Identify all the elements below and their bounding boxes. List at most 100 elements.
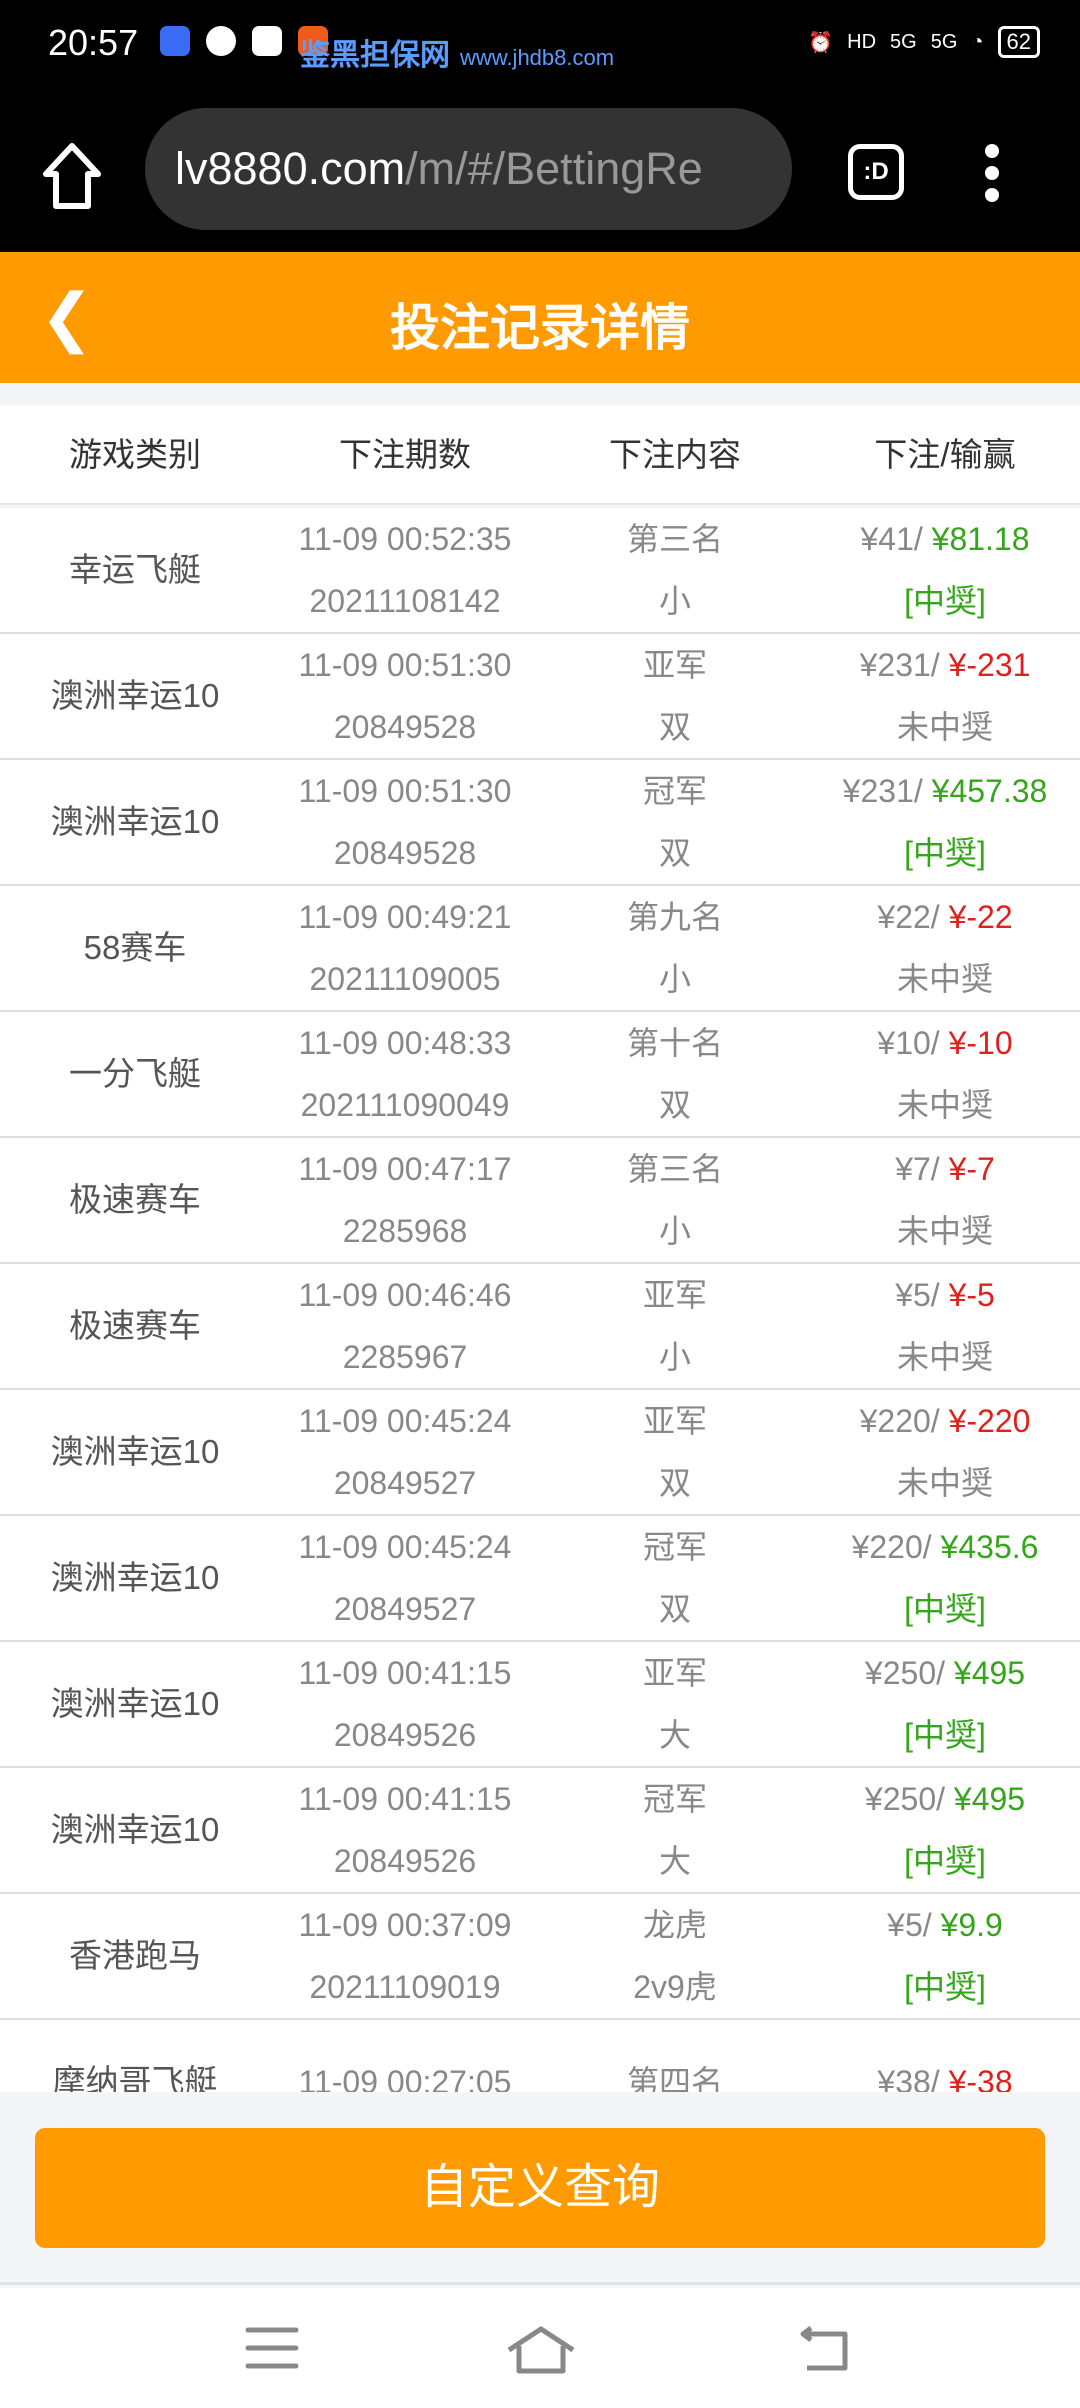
win-loss-amount: ¥495	[953, 1781, 1026, 1817]
home-icon[interactable]	[40, 140, 104, 212]
game-cell: 一分飞艇	[0, 1012, 270, 1136]
period-number: 20211109019	[309, 1969, 501, 2005]
game-name: 香港跑马	[69, 1937, 201, 1974]
table-row[interactable]: 摩纳哥飞艇 11-09 00:27:05 第四名 ¥38/ ¥-38	[0, 2020, 1080, 2092]
table-row[interactable]: 幸运飞艇 11-09 00:52:35 20211108142 第三名小 ¥41/…	[0, 508, 1080, 634]
win-status: 未中奨	[896, 1087, 993, 1123]
bet-position: 亚军	[642, 1403, 707, 1439]
back-nav-icon[interactable]	[795, 2326, 851, 2377]
game-cell: 澳洲幸运10	[0, 1768, 270, 1892]
table-row[interactable]: 澳洲幸运10 11-09 00:45:24 20849527 亚军双 ¥220/ …	[0, 1390, 1080, 1516]
content-cell: 第十名双	[540, 1012, 810, 1136]
bet-position: 冠军	[642, 1529, 707, 1565]
column-header: 下注期数	[339, 436, 471, 473]
table-row[interactable]: 澳洲幸运10 11-09 00:41:15 20849526 冠军大 ¥250/ …	[0, 1768, 1080, 1894]
period-cell: 11-09 00:48:33 202111090049	[270, 1012, 540, 1136]
back-icon[interactable]: ❮	[40, 281, 94, 353]
bet-time: 11-09 00:48:33	[298, 1025, 512, 1061]
amount-cell: ¥231/ ¥-231 未中奨	[810, 634, 1080, 758]
bet-position: 第九名	[626, 899, 723, 935]
bet-option: 双	[658, 1591, 691, 1627]
notification-icons	[160, 26, 328, 56]
message-icon	[206, 26, 236, 56]
page-title: 投注记录详情	[390, 300, 690, 356]
stake-amount: ¥250/	[864, 1655, 954, 1691]
table-row[interactable]: 澳洲幸运10 11-09 00:51:30 20849528 冠军双 ¥231/ …	[0, 760, 1080, 886]
amount-cell: ¥10/ ¥-10 未中奨	[810, 1012, 1080, 1136]
win-loss-amount: ¥-220	[948, 1403, 1031, 1439]
amount-cell: ¥38/ ¥-38	[810, 2020, 1080, 2092]
bet-time: 11-09 00:37:09	[298, 1907, 512, 1943]
system-nav-bar	[0, 2288, 1080, 2408]
content-cell: 龙虎 2v9虎	[540, 1894, 810, 2018]
content-cell: 第九名小	[540, 886, 810, 1010]
home-nav-icon[interactable]	[505, 2326, 577, 2379]
bet-position: 亚军	[642, 1655, 707, 1691]
bet-option: 大	[658, 1717, 691, 1753]
table-row[interactable]: 58赛车 11-09 00:49:21 20211109005 第九名小 ¥22/…	[0, 886, 1080, 1012]
game-cell: 澳洲幸运10	[0, 634, 270, 758]
browser-toolbar: lv8880.com/m/#/BettingRe :D	[0, 100, 1080, 252]
table-row[interactable]: 一分飞艇 11-09 00:48:33 202111090049 第十名双 ¥10…	[0, 1012, 1080, 1138]
game-name: 58赛车	[83, 929, 187, 966]
win-status: 未中奨	[896, 961, 993, 997]
amount-cell: ¥231/ ¥457.38 [中奨]	[810, 760, 1080, 884]
bet-time: 11-09 00:51:30	[298, 647, 512, 683]
bet-option: 小	[658, 1213, 691, 1249]
win-status: [中奨]	[904, 583, 986, 619]
win-loss-amount: ¥495	[953, 1655, 1026, 1691]
period-cell: 11-09 00:41:15 20849526	[270, 1768, 540, 1892]
table-row[interactable]: 香港跑马 11-09 00:37:09 20211109019 龙虎 2v9虎 ¥5…	[0, 1894, 1080, 2020]
stake-amount: ¥22/	[877, 899, 949, 935]
table-row[interactable]: 极速赛车 11-09 00:47:17 2285968 第三名小 ¥7/ ¥-7 未…	[0, 1138, 1080, 1264]
period-number: 20211108142	[309, 583, 501, 619]
bet-time: 11-09 00:41:15	[298, 1655, 512, 1691]
content-cell: 亚军大	[540, 1642, 810, 1766]
url-bar[interactable]: lv8880.com/m/#/BettingRe	[145, 108, 792, 230]
bet-option: 2v9虎	[633, 1969, 717, 2005]
table-row[interactable]: 澳洲幸运10 11-09 00:45:24 20849527 冠军双 ¥220/ …	[0, 1516, 1080, 1642]
period-number: 20849528	[333, 709, 477, 745]
game-cell: 澳洲幸运10	[0, 1390, 270, 1514]
table-header: 游戏类别 下注期数 下注内容 下注/输赢	[0, 405, 1080, 505]
recents-icon[interactable]	[245, 2326, 299, 2375]
win-status: [中奨]	[904, 1843, 986, 1879]
win-loss-amount: ¥435.6	[940, 1529, 1039, 1565]
bet-option: 双	[658, 835, 691, 871]
game-cell: 58赛车	[0, 886, 270, 1010]
tabs-button[interactable]: :D	[848, 144, 904, 200]
column-header: 游戏类别	[69, 436, 201, 473]
table-row[interactable]: 极速赛车 11-09 00:46:46 2285967 亚军小 ¥5/ ¥-5 未中…	[0, 1264, 1080, 1390]
period-cell: 11-09 00:51:30 20849528	[270, 634, 540, 758]
game-name: 澳洲幸运10	[50, 1811, 220, 1848]
game-cell: 澳洲幸运10	[0, 1516, 270, 1640]
win-loss-amount: ¥9.9	[940, 1907, 1003, 1943]
watermark-url: www.jhdb8.com	[460, 45, 615, 70]
more-menu-icon[interactable]	[985, 144, 1001, 210]
game-cell: 极速赛车	[0, 1138, 270, 1262]
table-row[interactable]: 澳洲幸运10 11-09 00:41:15 20849526 亚军大 ¥250/ …	[0, 1642, 1080, 1768]
bet-position: 亚军	[642, 1277, 707, 1313]
period-cell: 11-09 00:47:17 2285968	[270, 1138, 540, 1262]
table-row[interactable]: 澳洲幸运10 11-09 00:51:30 20849528 亚军双 ¥231/ …	[0, 634, 1080, 760]
game-name: 澳洲幸运10	[50, 677, 220, 714]
custom-query-button[interactable]: 自定义查询	[35, 2128, 1045, 2248]
win-status: [中奨]	[904, 1969, 986, 2005]
game-name: 澳洲幸运10	[50, 1433, 220, 1470]
game-name: 摩纳哥飞艇	[52, 2063, 218, 2092]
wifi-icon: ◔	[971, 30, 984, 53]
game-name: 极速赛车	[69, 1181, 201, 1218]
watermark: 鉴黑担保网 www.jhdb8.com	[300, 30, 614, 74]
period-number: 20849526	[333, 1717, 477, 1753]
bet-option: 小	[658, 961, 691, 997]
stake-amount: ¥250/	[864, 1781, 954, 1817]
game-name: 澳洲幸运10	[50, 1559, 220, 1596]
bet-records-list[interactable]: 幸运飞艇 11-09 00:52:35 20211108142 第三名小 ¥41/…	[0, 508, 1080, 2092]
bet-time: 11-09 00:49:21	[298, 899, 512, 935]
status-bar: 20:57 鉴黑担保网 www.jhdb8.com ⏰ HD 5G 5G ◔ 62	[0, 0, 1080, 100]
period-number: 20849526	[333, 1843, 477, 1879]
stake-amount: ¥220/	[851, 1529, 941, 1565]
bet-position: 龙虎	[642, 1907, 707, 1943]
amount-cell: ¥250/ ¥495 [中奨]	[810, 1642, 1080, 1766]
column-header: 下注/输赢	[874, 436, 1016, 473]
